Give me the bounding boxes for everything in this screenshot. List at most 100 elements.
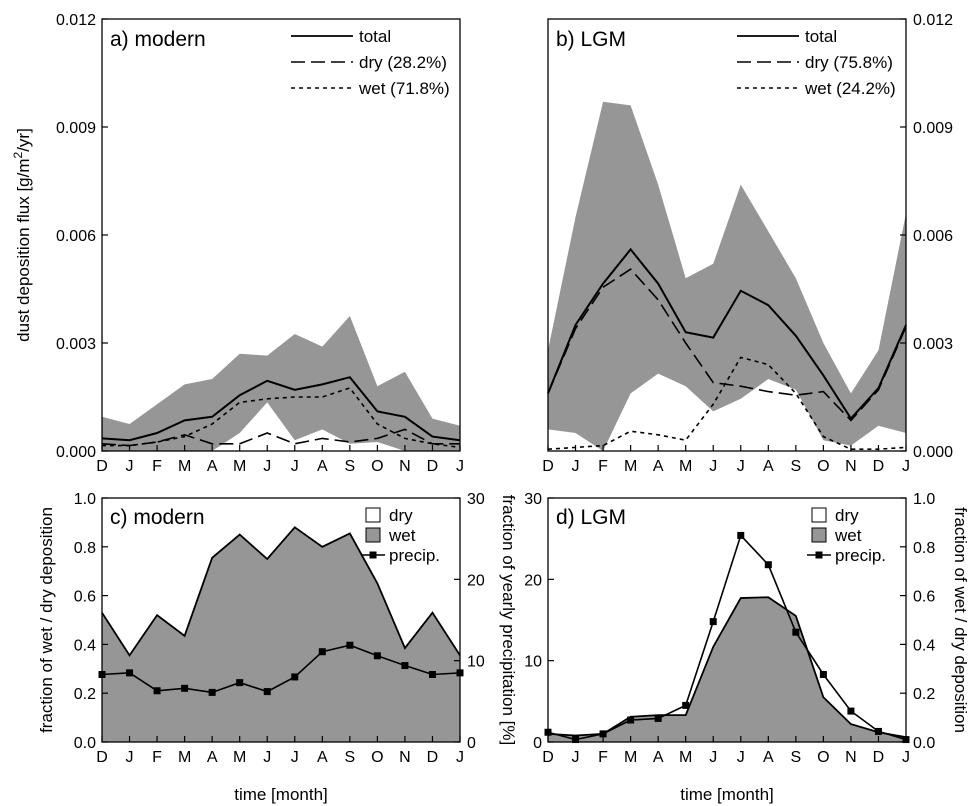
panel-d-x-tick-label: D [873,749,885,766]
panel-c-x-tick-label: M [178,749,191,766]
panel-a-x-tick-label: J [456,458,464,475]
panel-c-y-tick-label: 0.6 [74,589,96,606]
panel-a-series-wet [102,387,461,449]
panel-c-legend-label: wet [388,526,416,545]
panel-b-y2-tick-label: 0.012 [913,12,953,29]
panel-c-wet-boundary-line [101,526,461,658]
panel-d-legend-dry-swatch [811,507,827,523]
panel-b-x-tick-label: A [653,458,664,475]
panel-d-precip-marker [874,727,882,735]
panel-a-y-tick-label: 0.012 [56,12,96,29]
panel-c-y-tick-label: 0.8 [74,540,96,557]
panel-b-x-tick-label: M [679,458,692,475]
panel-d-wet-area [548,597,906,742]
panel-c-precip-marker [126,669,134,677]
panel-d-precip-marker [737,531,745,539]
panel-c-y2-tick-label: 0 [467,735,476,752]
panel-d-precip-marker [709,618,717,626]
panel-d-y2-tick-label: 0 [533,735,542,752]
panel-d-precip-marker [792,628,800,636]
panel-c-precip-marker [291,673,299,681]
panel-d-precip-line [547,533,907,741]
panel-c-modern-fraction: D J F M A M J J A S O N D J0.00.20.40.60.81.00102030 … [74,491,485,766]
panel-b-x-tick-label: J [572,458,580,475]
panel-d-x-tick-label: A [763,749,774,766]
panel-c-x-tick-label: S [345,749,356,766]
panel-d-legend-wet-swatch [811,527,827,543]
panel-d-precip-marker [627,716,635,724]
panel-d-x-tick-label: J [572,749,580,766]
panel-b-y2-tick-label: 0.000 [913,444,953,461]
panel-c-x-tick-label: J [126,749,134,766]
panel-c-legend-label: dry [389,506,413,525]
panel-c-precip-marker [346,641,354,649]
panel-d-precip-marker [819,670,827,678]
panel-d-y2-tick-label: 0.8 [913,540,935,557]
panel-c-precip-marker [401,662,409,670]
panel-a-x-tick-label: D [427,458,439,475]
panel-c-wet-area [102,527,460,742]
panel-b-x-tick-label: N [845,458,857,475]
panel-a-legend-label: total [359,27,391,46]
panel-c-y-tick-label: 0.4 [74,637,96,654]
panel-d-label: d) LGM [556,506,626,529]
panel-c-x-tick-label: M [233,749,246,766]
panel-a-x-tick-label: J [126,458,134,475]
panel-d-lgm-fraction: D J F M A M J J A S O N D J01020300.00.20.40.60.81.0 … [524,491,935,766]
panel-d-x-tick-label: A [653,749,664,766]
panel-c-precip-marker [318,648,326,656]
panel-b-x-tick-label: S [791,458,802,475]
panel-c-right-y-axis-title: fraction of yearly precipitation [%] [499,495,518,745]
panel-a-frame [101,18,461,452]
panel-c-x-tick-label: J [456,749,464,766]
panel-c-y2-tick-label: 10 [467,654,485,671]
panel-c-y2-tick-label: 20 [467,572,485,589]
panel-a-x-tick-label: S [345,458,356,475]
panel-d-legend-label: wet [834,526,862,545]
panel-a-series-dry [101,428,460,447]
panel-d-precip-marker [682,701,690,709]
panel-a-y-tick-label: 0.000 [56,444,96,461]
panel-a-x-tick-label: A [207,458,218,475]
panel-b-x-tick-label: A [763,458,774,475]
panel-b-x-tick-label: D [542,458,554,475]
panel-a-y-axis-title: dust deposition flux [g/m2/yr] [11,128,33,342]
panel-c-x-tick-label: O [371,749,383,766]
panel-c-x-tick-label: J [291,749,299,766]
panel-d-legend-label: precip. [835,546,886,565]
panel-d-x-tick-label: J [902,749,910,766]
panel-a-x-tick-label: M [178,458,191,475]
panel-c-x-tick-label: A [207,749,218,766]
panel-d-precip-marker [847,707,855,715]
panel-c-x-tick-label: D [96,749,108,766]
panel-d-x-tick-label: J [737,749,745,766]
panel-a-x-tick-label: J [291,458,299,475]
panel-b-y2-tick-label: 0.009 [913,120,953,137]
panel-d-y2-tick-label: 0.2 [913,686,935,703]
panel-c-x-tick-label: A [317,749,328,766]
panel-c-x-tick-label: J [263,749,271,766]
panel-d-x-axis-title: time [month] [680,785,774,804]
panel-c-precip-marker [373,652,381,660]
panel-b-x-tick-label: F [598,458,608,475]
panel-c-legend-precip-marker [369,551,377,559]
panel-d-y2-tick-label: 0.4 [913,637,935,654]
panel-d-y2-tick-label: 0.0 [913,735,935,752]
panel-c-y-tick-label: 1.0 [74,491,96,508]
panel-a-x-tick-label: M [233,458,246,475]
panel-d-y2-tick-label: 1.0 [913,491,935,508]
panel-c-x-tick-label: D [427,749,439,766]
panel-b-x-tick-label: D [873,458,885,475]
panel-a-x-tick-label: A [317,458,328,475]
panel-b-legend: total dry (75.8%) wet (24.2%) [737,27,896,98]
panel-c-precip-marker [263,688,271,696]
panel-a-series-total [101,376,461,442]
panel-a-modern-deposition-flux: D J F M A M J J A S O N D J0.0000.0030.0060.0090.012 … [56,12,464,475]
panel-b-frame [547,18,907,452]
panel-a-legend-label: dry (28.2%) [359,53,447,72]
panel-d-x-tick-label: F [598,749,608,766]
